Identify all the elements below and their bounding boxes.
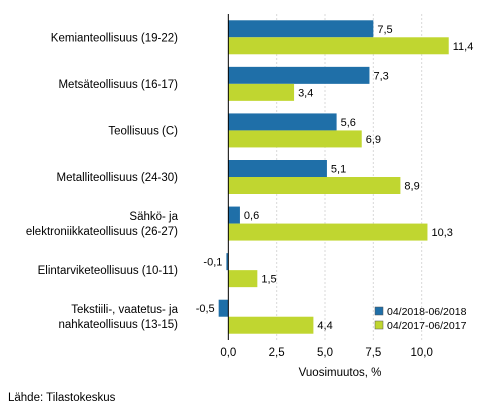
bar	[228, 160, 327, 177]
data-label: 11,4	[453, 41, 474, 53]
data-label: 1,5	[261, 274, 276, 286]
data-label: 10,3	[431, 227, 452, 239]
bar	[228, 316, 314, 334]
x-tick-label: 2,5	[269, 347, 285, 359]
category-label: Teollisuus (C)	[108, 125, 178, 137]
data-label: 5,1	[331, 164, 346, 176]
bar	[228, 20, 374, 38]
legend: 04/2018-06/2018 04/2017-06/2017	[374, 306, 467, 332]
category-label: Metalliteollisuus (24-30)	[57, 172, 179, 184]
x-tick-label: 7,5	[365, 347, 381, 359]
bar	[218, 299, 229, 317]
data-label: -0,5	[196, 303, 215, 315]
bar	[228, 83, 295, 101]
bar	[228, 223, 428, 241]
category-label: Elintarviketeollisuus (10-11)	[38, 265, 179, 277]
data-labels: 7,5 11,4 7,3 3,4 5,6 6,9 5,1 8,9 0,6 10,3 -0,1 1,5 -…	[196, 24, 474, 332]
x-tick-label: 10,0	[410, 347, 432, 359]
data-label: 3,4	[298, 87, 313, 99]
x-tick-label: 0,0	[220, 347, 236, 359]
bar	[228, 66, 370, 84]
category-label: Kemianteollisuus (19-22)	[51, 32, 178, 44]
category-label: Sähkö- ja	[129, 211, 178, 223]
legend-swatch	[374, 306, 384, 316]
x-axis-title: Vuosimuutos, %	[299, 367, 382, 379]
data-label: -0,1	[203, 257, 222, 269]
bar	[228, 177, 401, 194]
legend-label: 04/2018-06/2018	[387, 306, 467, 318]
source-note: Lähde: Tilastokeskus	[8, 392, 116, 404]
legend-label: 04/2017-06/2017	[387, 320, 467, 332]
category-label: Tekstiili-, vaatetus- ja	[71, 304, 178, 316]
data-label: 7,5	[377, 24, 392, 36]
data-label: 7,3	[373, 70, 388, 82]
category-label: elektroniikkateollisuus (26-27)	[26, 226, 178, 238]
bar	[228, 206, 240, 224]
bar	[228, 113, 337, 131]
category-labels: Kemianteollisuus (19-22) Metsäteollisuus …	[26, 32, 179, 331]
data-label: 6,9	[366, 134, 381, 146]
bar	[228, 37, 449, 55]
x-tick-labels: 0,0 2,5 5,0 7,5 10,0	[220, 347, 433, 359]
data-label: 5,6	[341, 117, 356, 129]
data-label: 8,9	[404, 181, 419, 193]
bar	[228, 270, 258, 288]
data-label: 0,6	[244, 210, 259, 222]
bar	[228, 130, 362, 148]
category-label: Metsäteollisuus (16-17)	[58, 79, 178, 91]
data-label: 4,4	[317, 320, 332, 332]
legend-swatch	[374, 320, 384, 330]
bars	[218, 20, 449, 334]
bar	[226, 253, 229, 271]
x-tick-label: 5,0	[317, 347, 333, 359]
category-label: nahkateollisuus (13-15)	[58, 319, 178, 331]
